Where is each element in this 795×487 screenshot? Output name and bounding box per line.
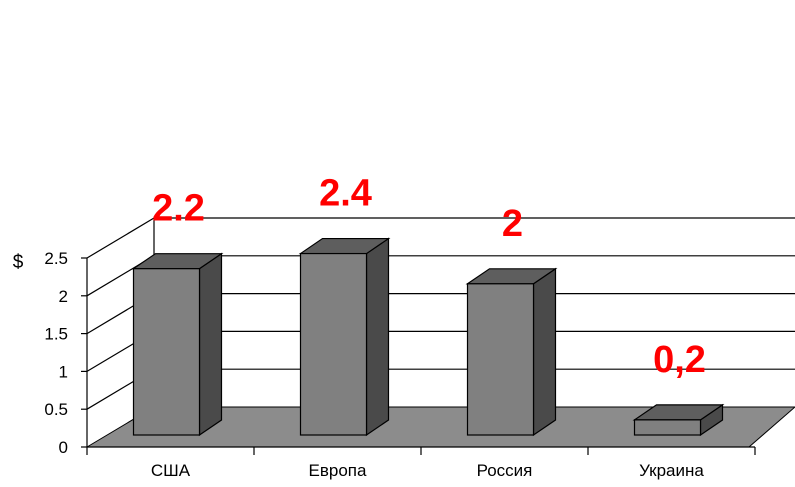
data-label: 0,2	[653, 339, 706, 381]
bar-front	[466, 283, 535, 436]
y-tick-label: 2.5	[44, 249, 68, 268]
bar-side	[365, 237, 390, 437]
data-label: 2.2	[152, 188, 205, 230]
x-tick-label: Украина	[639, 461, 704, 480]
gridline-side	[86, 217, 155, 259]
y-tick-label: 2	[59, 287, 68, 306]
y-axis-label: $	[13, 252, 24, 273]
bars	[131, 237, 725, 437]
x-tick-label: Европа	[309, 461, 367, 480]
bar	[632, 403, 725, 437]
bar	[298, 237, 391, 437]
bar	[465, 267, 558, 437]
y-tick-label: 1	[59, 362, 68, 381]
y-tick-label: 1.5	[44, 325, 68, 344]
y-tick-label: 0.5	[44, 400, 68, 419]
bar	[131, 252, 224, 437]
x-tick-label: Россия	[477, 461, 533, 480]
bar-side	[198, 252, 223, 437]
x-tick-label: США	[151, 461, 191, 480]
y-tick-labels: 0 0.5 1 1.5 2 2.5	[44, 249, 68, 457]
bar-front	[299, 252, 368, 436]
data-labels: 2.2 2.4 2 0,2	[152, 173, 706, 381]
bar-front	[132, 268, 201, 436]
bar-side	[532, 267, 557, 437]
data-label: 2	[502, 203, 523, 245]
bar-front	[633, 419, 702, 436]
x-tick-labels: США Европа Россия Украина	[151, 461, 705, 480]
data-label: 2.4	[319, 173, 372, 215]
y-tick-label: 0	[59, 438, 68, 457]
axes	[81, 257, 756, 455]
